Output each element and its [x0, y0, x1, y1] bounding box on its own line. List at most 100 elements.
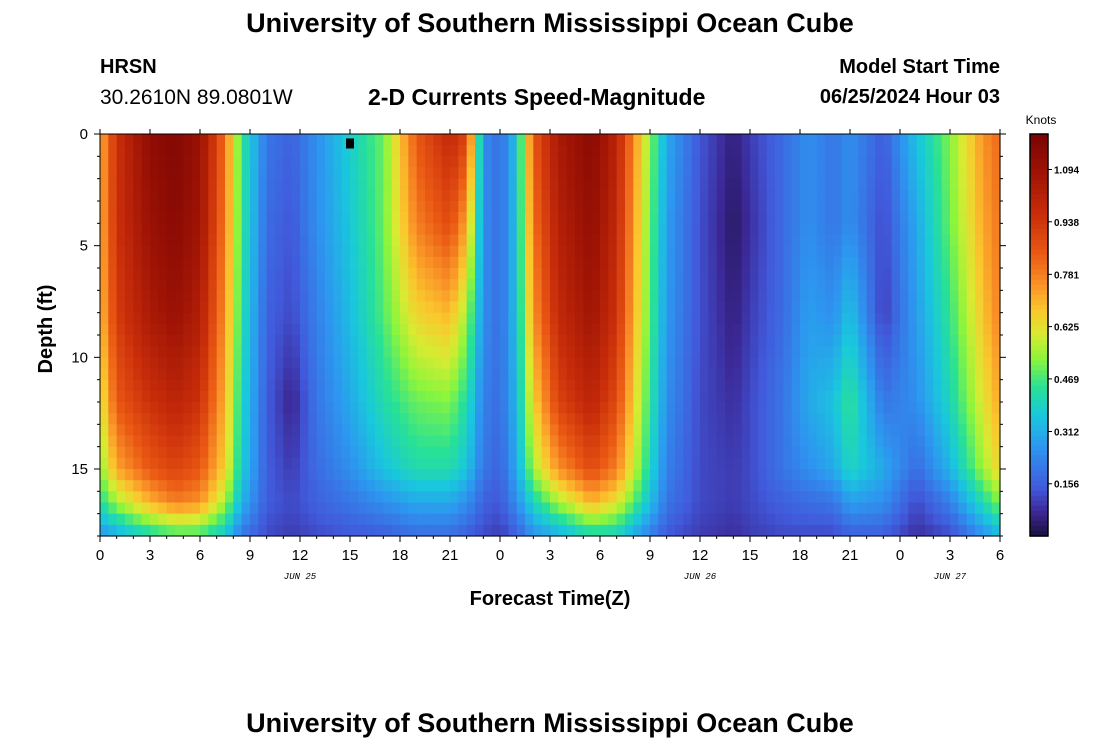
- heatmap-cell: [758, 435, 768, 448]
- heatmap-cell: [116, 134, 126, 146]
- heatmap-cell: [250, 301, 259, 314]
- heatmap-cell: [458, 357, 468, 370]
- heatmap-cell: [208, 145, 218, 157]
- heatmap-cell: [383, 390, 393, 403]
- heatmap-cell: [266, 480, 276, 492]
- heatmap-cell: [675, 357, 684, 370]
- heatmap-cell: [375, 491, 384, 504]
- heatmap-cell: [975, 524, 984, 537]
- heatmap-cell: [533, 279, 543, 291]
- heatmap-cell: [591, 379, 601, 392]
- heatmap-cell: [391, 435, 401, 448]
- heatmap-cell: [775, 502, 784, 515]
- heatmap-cell: [658, 368, 668, 381]
- heatmap-cell: [625, 435, 634, 448]
- heatmap-cell: [600, 357, 609, 370]
- heatmap-cell: [425, 189, 434, 202]
- heatmap-cell: [925, 379, 934, 392]
- colorbar-tick-label: 0.625: [1054, 323, 1079, 334]
- heatmap-cell: [225, 245, 234, 258]
- heatmap-cell: [233, 357, 243, 370]
- heatmap-cell: [683, 279, 693, 291]
- heatmap-cell: [283, 346, 293, 358]
- heatmap-cell: [275, 402, 284, 414]
- heatmap-cell: [741, 480, 751, 492]
- heatmap-cell: [191, 390, 201, 403]
- heatmap-cell: [675, 223, 684, 236]
- heatmap-cell: [350, 134, 359, 146]
- heatmap-cell: [108, 156, 118, 169]
- heatmap-cell: [408, 145, 418, 157]
- heatmap-cell: [825, 357, 834, 370]
- heatmap-cell: [391, 513, 401, 526]
- heatmap-cell: [883, 402, 893, 414]
- heatmap-cell: [700, 435, 709, 448]
- heatmap-cell: [666, 245, 676, 258]
- heatmap-cell: [183, 290, 193, 303]
- colorbar-tick-label: 0.156: [1054, 480, 1079, 491]
- heatmap-cell: [616, 312, 626, 325]
- heatmap-cell: [600, 212, 609, 224]
- heatmap-cell: [733, 424, 743, 437]
- heatmap-cell: [308, 156, 318, 169]
- heatmap-cell: [858, 290, 868, 303]
- heatmap-cell: [841, 413, 851, 425]
- heatmap-cell: [333, 368, 343, 381]
- heatmap-cell: [375, 379, 384, 392]
- heatmap-cell: [608, 268, 618, 280]
- heatmap-cell: [575, 268, 584, 280]
- heatmap-cell: [783, 234, 793, 247]
- heatmap-cell: [100, 245, 109, 258]
- model-start-label: Model Start Time: [839, 56, 1000, 78]
- heatmap-cell: [833, 469, 843, 481]
- heatmap-cell: [541, 413, 551, 425]
- heatmap-cell: [216, 145, 226, 157]
- heatmap-cell: [550, 379, 559, 392]
- heatmap-cell: [166, 212, 176, 224]
- heatmap-cell: [850, 167, 859, 180]
- heatmap-cell: [375, 335, 384, 347]
- heatmap-cell: [708, 390, 718, 403]
- heatmap-cell: [966, 234, 976, 247]
- heatmap-cell: [791, 413, 801, 425]
- heatmap-cell: [633, 290, 643, 303]
- heatmap-cell: [966, 346, 976, 358]
- heatmap-cell: [241, 346, 251, 358]
- heatmap-cell: [200, 178, 209, 191]
- colorbar-segment: [1030, 164, 1048, 170]
- heatmap-cell: [800, 424, 809, 437]
- heatmap-cell: [150, 524, 159, 537]
- heatmap-cell: [466, 413, 476, 425]
- heatmap-cell: [816, 413, 826, 425]
- heatmap-cell: [708, 301, 718, 314]
- heatmap-cell: [566, 457, 576, 470]
- heatmap-cell: [816, 390, 826, 403]
- heatmap-cell: [283, 491, 293, 504]
- heatmap-cell: [508, 379, 518, 392]
- heatmap-cell: [691, 390, 701, 403]
- heatmap-cell: [516, 145, 526, 157]
- heatmap-cell: [141, 424, 151, 437]
- heatmap-cell: [216, 134, 226, 146]
- heatmap-cell: [116, 201, 126, 213]
- heatmap-cell: [116, 390, 126, 403]
- heatmap-cell: [533, 379, 543, 392]
- heatmap-cell: [425, 268, 434, 280]
- heatmap-cell: [583, 424, 593, 437]
- colorbar-segment: [1030, 219, 1048, 226]
- heatmap-cell: [366, 212, 376, 224]
- heatmap-cell: [475, 279, 484, 291]
- heatmap-cell: [566, 256, 576, 269]
- heatmap-cell: [441, 212, 451, 224]
- heatmap-cell: [458, 502, 468, 515]
- heatmap-cell: [141, 145, 151, 157]
- heatmap-cell: [525, 201, 534, 213]
- heatmap-cell: [825, 446, 834, 459]
- heatmap-cell: [700, 189, 709, 202]
- heatmap-cell: [300, 290, 309, 303]
- heatmap-cell: [291, 480, 301, 492]
- heatmap-cell: [650, 301, 659, 314]
- heatmap-cell: [191, 413, 201, 425]
- heatmap-cell: [658, 357, 668, 370]
